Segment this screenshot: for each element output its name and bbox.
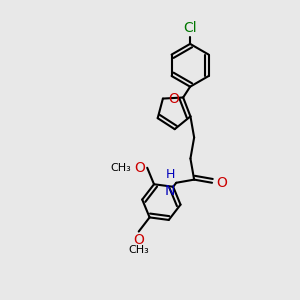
Text: Cl: Cl <box>183 21 197 35</box>
Text: O: O <box>168 92 179 106</box>
Text: O: O <box>217 176 227 190</box>
Text: O: O <box>133 233 144 247</box>
Text: O: O <box>134 161 145 175</box>
Text: N: N <box>164 184 175 198</box>
Text: CH₃: CH₃ <box>110 163 131 173</box>
Text: CH₃: CH₃ <box>128 245 149 255</box>
Text: H: H <box>165 168 175 181</box>
